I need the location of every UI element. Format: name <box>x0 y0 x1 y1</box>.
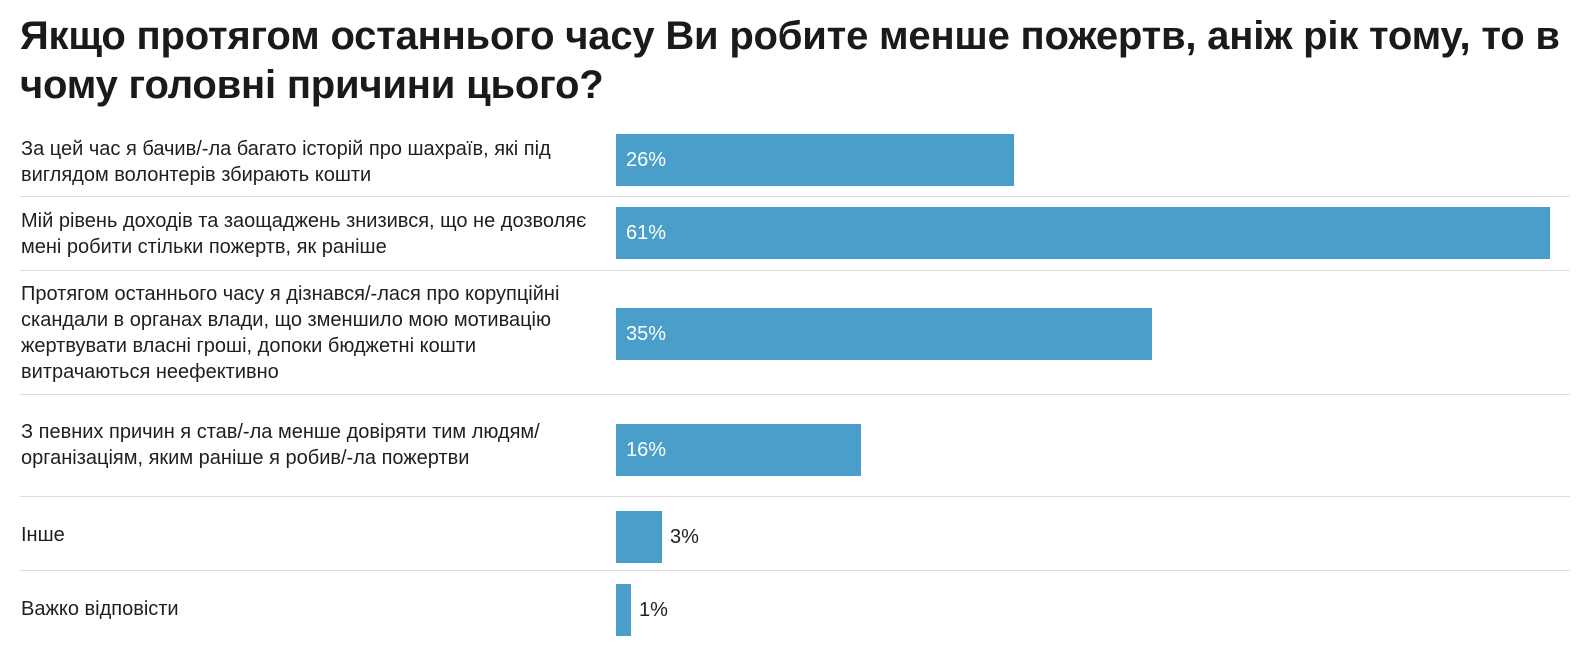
category-label-text: З певних причин я став/-ла менше довірят… <box>21 421 540 469</box>
category-label: Мій рівень доходів та заощаджень знизивс… <box>21 200 606 268</box>
category-label-text: Протягом останнього часу я дізнався/-лас… <box>21 283 560 383</box>
bar-value-label: 3% <box>670 526 699 548</box>
row-divider <box>20 270 1570 271</box>
category-label: За цей час я бачив/-ла багато історій пр… <box>21 128 606 196</box>
row-divider <box>20 496 1570 497</box>
bar-value-label: 35% <box>626 323 667 345</box>
category-label-text: За цей час я бачив/-ла багато історій пр… <box>21 138 551 186</box>
category-label-text: Інше <box>21 524 65 546</box>
bar <box>616 308 1152 360</box>
chart-title: Якщо протягом останнього часу Ви робите … <box>20 14 1560 107</box>
row-divider <box>20 570 1570 571</box>
category-label: Важко відповісти <box>21 574 606 644</box>
bar-value-label: 16% <box>626 439 667 461</box>
bar <box>616 134 1014 186</box>
bar <box>616 207 1550 259</box>
bar-value-label: 1% <box>639 599 668 621</box>
category-label: Протягом останнього часу я дізнався/-лас… <box>21 274 606 392</box>
category-label-text: Важко відповісти <box>21 598 179 620</box>
bar <box>616 584 631 636</box>
row-divider <box>20 196 1570 197</box>
category-label: З певних причин я став/-ла менше довірят… <box>21 398 606 492</box>
bar-value-label: 26% <box>626 149 667 171</box>
category-label-text: Мій рівень доходів та заощаджень знизивс… <box>21 210 587 258</box>
bar-value-label: 61% <box>626 222 667 244</box>
row-divider <box>20 394 1570 395</box>
category-label: Інше <box>21 500 606 570</box>
bar <box>616 511 662 563</box>
bar <box>616 424 861 476</box>
